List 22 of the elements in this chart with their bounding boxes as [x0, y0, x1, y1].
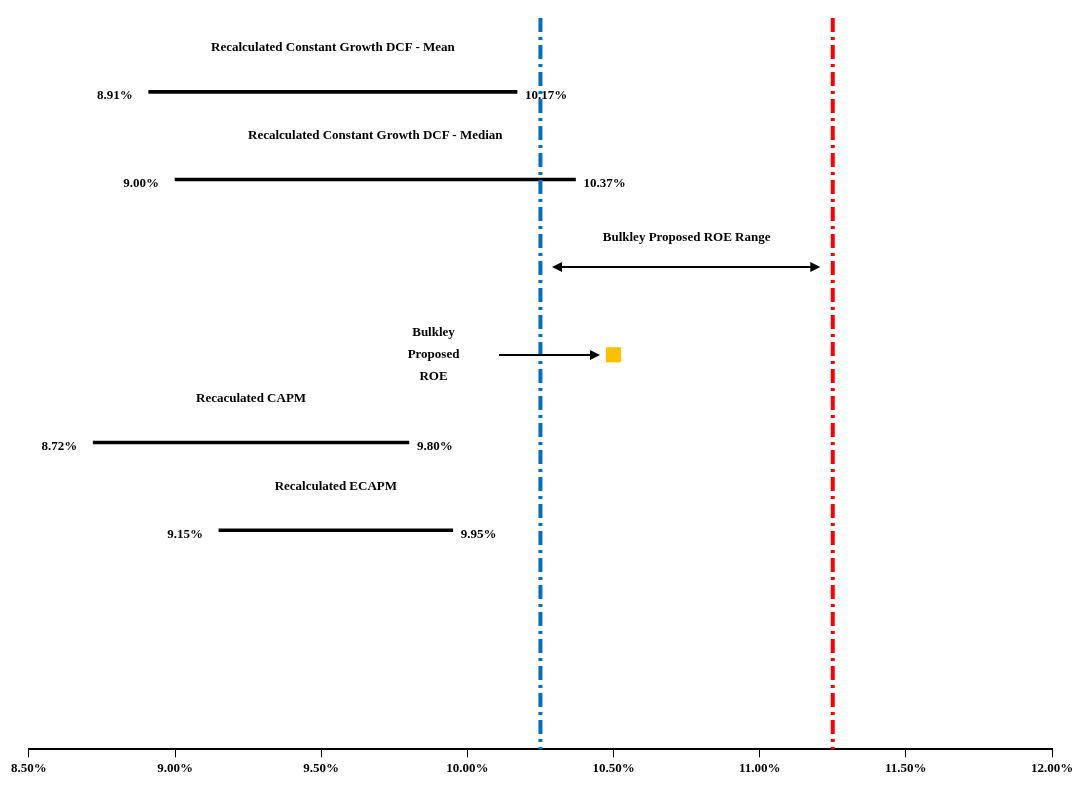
annotation: 10.37% [583, 174, 626, 190]
x-tick-label: 11.50% [885, 759, 927, 775]
x-tick-label: 9.00% [157, 759, 193, 775]
annotation: 9.00% [123, 174, 160, 190]
x-tick-label: 11.00% [738, 759, 781, 775]
annotation: 8.91% [96, 87, 133, 103]
annotation: 10.17% [525, 87, 568, 103]
x-tick-label: 10.50% [592, 759, 635, 775]
y-tick-label: Recalculated Constant Growth DCF - Mean [211, 39, 456, 55]
y-tick-label: Recaculated CAPM [195, 389, 307, 405]
annotation: Bulkley Proposed ROE Range [602, 228, 771, 244]
annotation: 9.15% [167, 525, 203, 541]
text: Bulkley Proposed ROE [407, 324, 461, 384]
y-tick-label: Recalculated Constant Growth DCF - Median [247, 126, 504, 142]
annotation: 9.95% [460, 525, 497, 541]
x-tick-label: 8.50% [11, 759, 47, 775]
y-tick-label: Recalculated ECAPM [274, 477, 398, 493]
annotation: 9.80% [416, 437, 453, 453]
annotation: 8.72% [41, 437, 78, 453]
x-tick-label: 10.00% [446, 759, 489, 775]
x-tick-label: 12.00% [1030, 759, 1074, 775]
x-tick-label: 9.50% [303, 759, 340, 775]
